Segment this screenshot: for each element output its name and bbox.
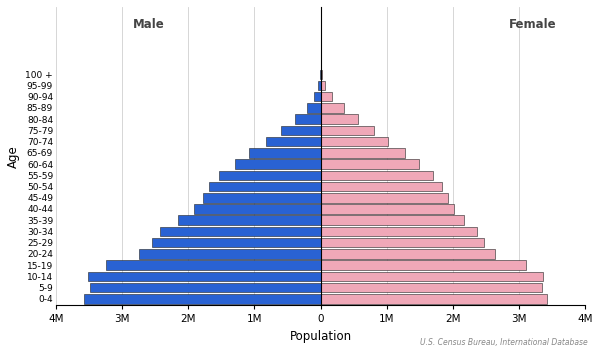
Bar	[320, 81, 325, 90]
Bar	[266, 137, 320, 146]
Bar	[320, 193, 448, 203]
Bar	[88, 272, 320, 281]
Bar	[320, 227, 477, 236]
Bar	[281, 126, 320, 135]
Bar	[160, 227, 320, 236]
Bar	[320, 103, 344, 113]
Bar	[203, 193, 320, 203]
Bar	[249, 148, 320, 158]
Bar	[320, 260, 526, 270]
Bar	[320, 70, 322, 79]
Bar	[320, 159, 419, 169]
Bar	[320, 114, 358, 124]
Bar	[320, 249, 496, 259]
Bar	[178, 215, 320, 225]
Text: Male: Male	[133, 19, 164, 32]
Bar	[295, 114, 320, 124]
Bar	[320, 182, 442, 191]
Bar	[220, 170, 320, 180]
Bar	[139, 249, 320, 259]
X-axis label: Population: Population	[290, 330, 352, 343]
Bar	[320, 137, 388, 146]
Bar	[320, 294, 547, 303]
Text: U.S. Census Bureau, International Database: U.S. Census Bureau, International Databa…	[420, 337, 588, 346]
Bar	[320, 204, 454, 214]
Bar	[320, 238, 484, 247]
Bar	[320, 126, 374, 135]
Text: Female: Female	[509, 19, 556, 32]
Bar	[106, 260, 320, 270]
Bar	[320, 272, 543, 281]
Bar	[314, 92, 320, 101]
Bar	[307, 103, 320, 113]
Bar	[89, 283, 320, 292]
Bar	[194, 204, 320, 214]
Bar	[320, 283, 542, 292]
Bar	[235, 159, 320, 169]
Bar	[83, 294, 320, 303]
Bar	[209, 182, 320, 191]
Bar	[152, 238, 320, 247]
Y-axis label: Age: Age	[7, 145, 20, 168]
Bar	[319, 81, 320, 90]
Bar	[320, 215, 464, 225]
Bar	[320, 92, 332, 101]
Bar	[320, 148, 406, 158]
Bar	[320, 170, 433, 180]
